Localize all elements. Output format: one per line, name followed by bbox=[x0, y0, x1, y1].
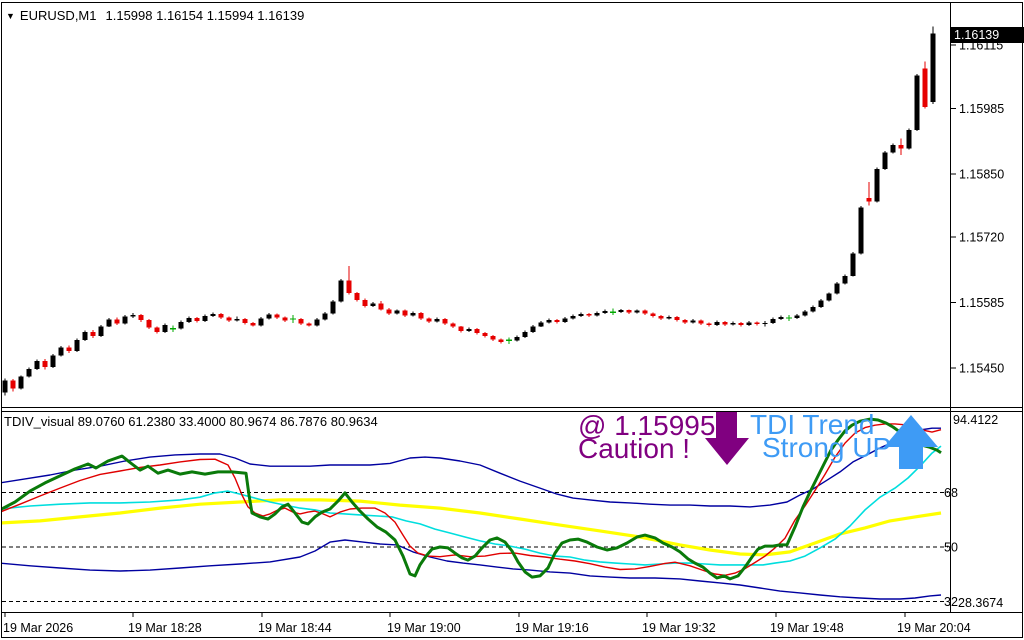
tdi-base-line bbox=[2, 498, 942, 557]
candlestick-series bbox=[2, 26, 936, 396]
tdi-lower-band bbox=[2, 539, 942, 600]
tdi-level-lines bbox=[2, 491, 948, 603]
symbol-header: ▼ EURUSD,M1 1.15998 1.16154 1.15994 1.1613… bbox=[6, 8, 304, 23]
time-tick-label: 19 Mar 19:00 bbox=[387, 621, 461, 635]
caution-down-arrow-icon bbox=[705, 412, 749, 465]
indicator-min-label: 28.3674 bbox=[958, 596, 1003, 610]
panel-divider[interactable] bbox=[1, 406, 949, 413]
caution-annotation: @ 1.15995 Caution ! bbox=[578, 410, 716, 464]
time-tick-label: 19 Mar 19:16 bbox=[515, 621, 589, 635]
indicator-max-label: 94.4122 bbox=[953, 413, 998, 427]
indicator-axis-area[interactable] bbox=[951, 412, 1023, 612]
trend-annotation: TDI Trend Strong UP bbox=[750, 409, 892, 463]
price-tick-label: 1.15985 bbox=[959, 102, 1004, 116]
trend-line1: TDI Trend bbox=[750, 409, 875, 440]
caution-line2: Caution ! bbox=[578, 433, 691, 464]
time-tick-label: 19 Mar 18:28 bbox=[128, 621, 202, 635]
price-tick-label: 1.15720 bbox=[959, 230, 1004, 244]
time-tick-label: 19 Mar 20:04 bbox=[897, 621, 971, 635]
time-tick-label: 19 Mar 19:48 bbox=[770, 621, 844, 635]
indicator-header: TDIV_visual 89.0760 61.2380 33.4000 80.9… bbox=[4, 414, 378, 429]
symbol-label: EURUSD,M1 bbox=[19, 8, 97, 23]
time-axis-area[interactable] bbox=[1, 613, 1023, 638]
tdi-upper-band bbox=[2, 427, 941, 508]
symbol-dropdown-icon[interactable]: ▼ bbox=[6, 11, 15, 21]
tdi-rsi-line bbox=[2, 417, 942, 581]
current-price-label: 1.16139 bbox=[951, 27, 1024, 43]
price-tick-label: 1.15585 bbox=[959, 296, 1004, 310]
tdi-signal-line bbox=[2, 423, 942, 576]
tdi-cyan-line bbox=[2, 445, 942, 566]
price-axis-labels: 1.161151.159851.158501.157201.155851.154… bbox=[950, 39, 1004, 376]
price-tick-label: 1.15850 bbox=[959, 167, 1004, 181]
time-axis-labels: 19 Mar 2026 19 Mar 18:28 19 Mar 18:44 19 Ma… bbox=[3, 612, 971, 635]
trend-line2: Strong UP bbox=[762, 432, 892, 463]
tdi-lines bbox=[2, 417, 942, 600]
indicator-values: 89.0760 61.2380 33.4000 80.9674 86.7876 … bbox=[77, 414, 378, 429]
time-tick-label: 19 Mar 18:44 bbox=[258, 621, 332, 635]
caution-line1: @ 1.15995 bbox=[578, 410, 716, 441]
trend-up-arrow-icon bbox=[884, 415, 938, 469]
time-tick-label: 19 Mar 19:32 bbox=[642, 621, 716, 635]
indicator-name: TDIV_visual bbox=[4, 414, 75, 429]
price-axis-area[interactable] bbox=[951, 2, 1023, 406]
price-tick-label: 1.15450 bbox=[959, 362, 1004, 376]
time-tick-label: 19 Mar 2026 bbox=[3, 621, 73, 635]
ohlc-values: 1.15998 1.16154 1.15994 1.16139 bbox=[105, 8, 305, 23]
